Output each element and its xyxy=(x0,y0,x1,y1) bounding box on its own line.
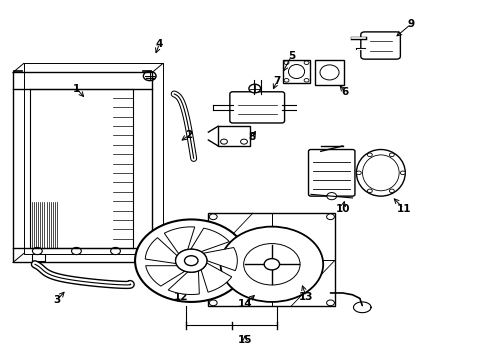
FancyBboxPatch shape xyxy=(315,60,344,85)
Ellipse shape xyxy=(289,64,305,78)
Text: 10: 10 xyxy=(336,204,350,214)
Text: 5: 5 xyxy=(288,51,295,61)
Circle shape xyxy=(327,300,334,306)
Text: 11: 11 xyxy=(396,204,411,214)
Circle shape xyxy=(368,153,372,157)
Text: 3: 3 xyxy=(53,295,60,305)
Circle shape xyxy=(284,78,289,82)
Polygon shape xyxy=(191,228,229,252)
Ellipse shape xyxy=(356,149,405,196)
Circle shape xyxy=(209,300,217,306)
Circle shape xyxy=(400,171,405,175)
Polygon shape xyxy=(168,271,199,294)
Circle shape xyxy=(32,247,42,255)
Circle shape xyxy=(390,153,394,157)
FancyBboxPatch shape xyxy=(208,213,335,306)
Text: 4: 4 xyxy=(156,39,163,49)
Circle shape xyxy=(144,71,156,81)
Circle shape xyxy=(241,139,247,144)
Ellipse shape xyxy=(363,155,399,191)
Text: 13: 13 xyxy=(299,292,313,302)
Circle shape xyxy=(244,244,300,285)
Circle shape xyxy=(264,258,280,270)
FancyBboxPatch shape xyxy=(230,92,285,123)
Circle shape xyxy=(175,249,207,272)
Circle shape xyxy=(111,247,121,255)
Circle shape xyxy=(249,84,261,93)
Text: 9: 9 xyxy=(408,19,415,29)
Text: 2: 2 xyxy=(185,130,193,140)
FancyBboxPatch shape xyxy=(309,149,355,196)
Circle shape xyxy=(209,214,217,220)
FancyBboxPatch shape xyxy=(283,60,310,83)
Polygon shape xyxy=(201,263,232,292)
Circle shape xyxy=(304,61,309,64)
Circle shape xyxy=(185,256,198,266)
Text: 7: 7 xyxy=(273,76,280,86)
Circle shape xyxy=(135,220,247,302)
Text: 14: 14 xyxy=(238,299,252,309)
Circle shape xyxy=(327,193,337,200)
Polygon shape xyxy=(145,238,177,264)
Circle shape xyxy=(368,189,372,193)
Circle shape xyxy=(220,226,323,302)
Text: 1: 1 xyxy=(73,84,80,94)
Ellipse shape xyxy=(320,65,339,80)
Polygon shape xyxy=(164,227,195,254)
Circle shape xyxy=(304,78,309,82)
Text: 6: 6 xyxy=(342,87,349,97)
Circle shape xyxy=(390,189,394,193)
Text: 12: 12 xyxy=(174,292,189,302)
Circle shape xyxy=(220,139,227,144)
FancyBboxPatch shape xyxy=(218,126,250,146)
Circle shape xyxy=(356,171,361,175)
Circle shape xyxy=(284,61,289,64)
Polygon shape xyxy=(146,266,185,286)
Circle shape xyxy=(72,247,81,255)
FancyBboxPatch shape xyxy=(310,285,332,303)
Polygon shape xyxy=(203,248,237,271)
FancyBboxPatch shape xyxy=(361,32,400,59)
Text: 15: 15 xyxy=(238,334,252,345)
Circle shape xyxy=(327,214,334,220)
Text: 8: 8 xyxy=(249,132,256,142)
